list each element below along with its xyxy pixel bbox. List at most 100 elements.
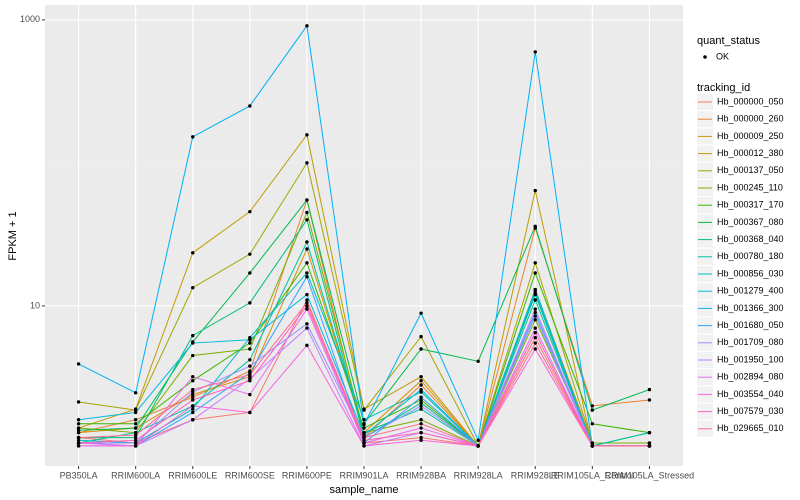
data-point	[248, 104, 252, 108]
data-point	[76, 441, 81, 445]
data-point	[191, 410, 195, 415]
y-axis-title: FPKM + 1	[7, 211, 19, 260]
x-tick-label: RRIM105LA_Stressed	[605, 470, 695, 480]
x-tick-label: RRIM928BA	[396, 470, 446, 480]
data-point	[647, 430, 652, 435]
legend-label: Hb_001680_050	[717, 320, 784, 330]
y-tick-label: 10	[30, 300, 40, 310]
data-point	[133, 408, 138, 412]
data-point	[191, 387, 195, 392]
data-point	[533, 330, 537, 335]
legend-label: Hb_002894_080	[717, 372, 784, 382]
data-point	[419, 418, 423, 422]
legend-label: Hb_000000_050	[717, 96, 784, 106]
data-point	[191, 353, 195, 358]
y-tick-label: 1000	[20, 14, 40, 24]
data-point	[533, 298, 537, 302]
data-point	[362, 438, 366, 442]
data-point	[419, 374, 423, 379]
data-point	[533, 347, 537, 351]
legend-label: Hb_003554_040	[717, 389, 784, 399]
data-point	[305, 292, 309, 297]
data-point	[419, 404, 423, 408]
legend-label: Hb_000137_050	[717, 165, 784, 175]
legend-label: Hb_001279_400	[717, 286, 784, 296]
data-point	[476, 444, 480, 448]
data-point	[133, 430, 138, 435]
data-point	[191, 398, 195, 402]
data-point	[248, 271, 252, 275]
data-point	[419, 398, 423, 402]
data-point	[362, 430, 366, 435]
data-point	[133, 391, 138, 395]
data-point	[191, 407, 195, 411]
data-point	[476, 438, 480, 442]
data-point	[248, 252, 252, 256]
data-point	[305, 261, 309, 265]
data-point	[533, 335, 537, 340]
data-point	[133, 438, 138, 442]
data-point	[419, 379, 423, 383]
legend-label: Hb_000317_170	[717, 200, 784, 210]
data-point	[191, 390, 195, 394]
x-tick-label: RRIM600LE	[168, 470, 217, 480]
data-point	[191, 418, 195, 422]
data-point	[419, 407, 423, 411]
data-point	[248, 392, 252, 397]
data-point	[362, 408, 366, 412]
data-point	[533, 290, 537, 294]
data-point	[362, 444, 366, 448]
data-point	[419, 401, 423, 405]
x-tick-label: RRIM600PE	[282, 470, 332, 480]
data-point	[476, 359, 480, 364]
data-point	[419, 383, 423, 387]
data-point	[419, 311, 423, 315]
data-point	[533, 261, 537, 265]
data-point	[362, 418, 366, 422]
data-point	[133, 435, 138, 440]
data-point	[419, 390, 423, 394]
legend-label: Hb_000000_260	[717, 114, 784, 124]
data-point	[533, 326, 537, 330]
data-point	[248, 364, 252, 368]
data-point	[191, 333, 195, 338]
x-tick-label: RRIM600LA	[111, 470, 160, 480]
data-point	[305, 218, 309, 222]
x-axis-title: sample_name	[329, 484, 398, 496]
data-point	[305, 247, 309, 251]
data-point	[191, 374, 195, 379]
data-point	[76, 435, 81, 440]
data-point	[419, 438, 423, 442]
data-point	[305, 161, 309, 165]
legend-label: Hb_000245_110	[717, 182, 783, 192]
data-point	[191, 395, 195, 399]
data-point	[248, 379, 252, 383]
data-point	[305, 240, 309, 244]
data-point	[76, 444, 81, 448]
data-point	[305, 198, 309, 202]
data-point	[647, 441, 652, 445]
data-point	[305, 343, 309, 348]
data-point	[533, 307, 537, 311]
data-point	[362, 435, 366, 440]
data-point	[191, 341, 195, 345]
data-point	[533, 292, 537, 297]
data-point	[533, 188, 537, 193]
data-point	[133, 418, 138, 422]
data-point	[248, 341, 252, 345]
x-tick-label: RRIM928LE	[511, 470, 560, 480]
data-point	[305, 301, 309, 305]
data-point	[248, 209, 252, 214]
legend-label: Hb_000780_180	[717, 251, 784, 261]
data-point	[533, 310, 537, 315]
data-point	[76, 430, 81, 435]
data-point	[647, 387, 652, 392]
data-point	[305, 304, 309, 308]
data-point	[76, 422, 81, 426]
data-point	[133, 433, 138, 437]
data-point	[305, 133, 309, 137]
data-point	[533, 271, 537, 275]
legend-title: tracking_id	[697, 82, 750, 94]
data-point	[191, 135, 195, 139]
